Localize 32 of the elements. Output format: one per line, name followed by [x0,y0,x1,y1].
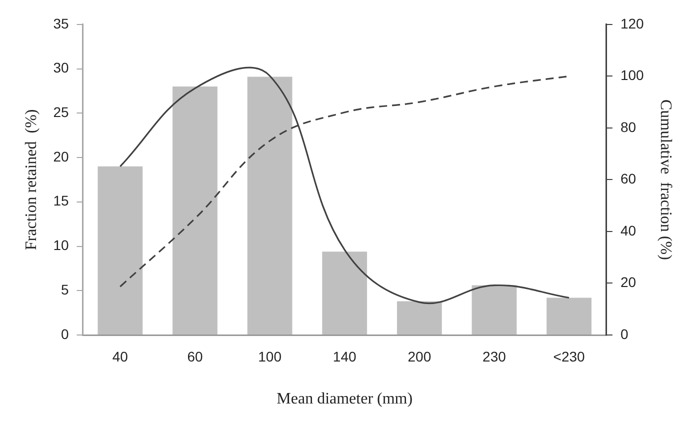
y-tick-label: 35 [53,15,69,32]
y-tick-label: 20 [53,148,69,164]
y-tick-label: 5 [60,281,69,298]
y2-tick-label: 20 [620,274,636,290]
y-tick-label: 0 [60,326,69,342]
y2-axis-title: Cumulative fraction (%) [657,100,674,260]
x-tick-label: 200 [408,348,432,364]
bar [546,298,592,334]
x-tick-label: 140 [332,348,356,364]
y2-tick-label: 100 [620,67,644,84]
y2-tick-label: 80 [620,118,636,135]
y2-tick-label: 60 [620,170,636,187]
x-tick-label: 230 [482,348,506,364]
y-tick-label: 25 [53,104,69,120]
x-tick-label: <230 [553,348,586,364]
bar [396,301,442,334]
bar [322,252,368,334]
x-axis-title: Mean diameter (mm) [276,390,413,408]
bar [98,166,143,334]
y2-tick-label: 0 [620,326,628,342]
y-axis-title: Fraction retained (%) [22,109,40,250]
bar [247,76,292,334]
x-tick-label: 60 [187,348,203,364]
y-tick-label: 10 [53,237,69,254]
x-tick-label: 100 [258,348,282,364]
y2-tick-label: 40 [620,222,636,238]
x-tick-label: 40 [112,348,128,364]
y-tick-label: 15 [53,192,69,209]
y-tick-label: 30 [53,60,69,76]
y2-tick-label: 120 [620,15,644,32]
bar [472,285,517,334]
bar [172,86,218,334]
